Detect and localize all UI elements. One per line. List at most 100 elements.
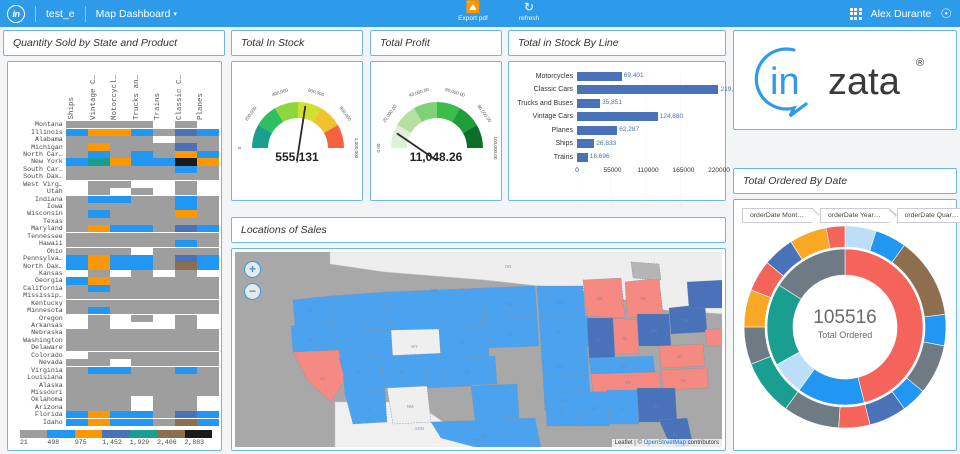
heatmap-cell[interactable]	[131, 128, 154, 136]
heatmap-cell[interactable]	[175, 366, 198, 374]
heatmap-cell[interactable]	[175, 217, 198, 225]
heatmap-cell[interactable]	[87, 307, 110, 315]
heatmap-cell[interactable]	[153, 210, 176, 218]
heatmap-cell[interactable]	[197, 403, 219, 411]
heatmap-cell[interactable]	[131, 403, 154, 411]
heatmap-cell[interactable]	[175, 299, 198, 307]
heatmap-row[interactable]: Georgia	[10, 277, 219, 285]
heatmap-cell[interactable]	[153, 344, 176, 352]
heatmap-cell[interactable]	[87, 321, 110, 330]
heatmap-row[interactable]: South Dak…	[10, 173, 219, 181]
heatmap-cell[interactable]	[109, 336, 132, 344]
heatmap-cell[interactable]	[197, 321, 219, 330]
heatmap-cell[interactable]	[175, 202, 198, 211]
total-profit-panel[interactable]: 0.00 20,000.00 40,000.00 60,000.00 80,000.00…	[370, 61, 502, 201]
heatmap-cell[interactable]	[65, 210, 88, 218]
heatmap-cell[interactable]	[175, 195, 198, 203]
stock-by-line-panel[interactable]: Motorcycles 69,401 Classic Cars 219,183 Truc…	[508, 61, 744, 201]
heatmap-row[interactable]: Pennsylva…	[10, 255, 219, 263]
heatmap-cell[interactable]	[131, 366, 154, 374]
heatmap-cell[interactable]	[131, 180, 154, 188]
heatmap-cell[interactable]	[65, 128, 88, 136]
heatmap-cell[interactable]	[65, 366, 88, 374]
heatmap-cell[interactable]	[65, 381, 88, 389]
heatmap-cell[interactable]	[65, 299, 88, 307]
heatmap-cell[interactable]	[87, 403, 110, 411]
heatmap-cell[interactable]	[153, 366, 176, 374]
heatmap-cell[interactable]	[153, 262, 176, 270]
heatmap-cell[interactable]	[153, 136, 176, 144]
heatmap-cell[interactable]	[131, 329, 154, 337]
heatmap-cell[interactable]	[175, 262, 198, 270]
heatmap-cell[interactable]	[65, 269, 88, 278]
heatmap-cell[interactable]	[175, 136, 198, 144]
inzata-logo-icon[interactable]: in	[7, 4, 25, 23]
bar-fill[interactable]	[577, 125, 618, 135]
heatmap-cell[interactable]	[87, 374, 110, 382]
heatmap-cell[interactable]	[65, 217, 88, 225]
heatmap-cell[interactable]	[65, 396, 88, 404]
heatmap-row[interactable]: Illinois	[10, 128, 219, 136]
heatmap-cell[interactable]	[131, 262, 154, 270]
heatmap-cell[interactable]	[131, 136, 154, 144]
donut-outer-segment[interactable]	[838, 404, 871, 429]
heatmap-cell[interactable]	[175, 411, 198, 419]
heatmap-cell[interactable]	[131, 299, 154, 307]
heatmap-cell[interactable]	[197, 262, 219, 270]
heatmap-row[interactable]: Minnesota	[10, 307, 219, 315]
heatmap-cell[interactable]	[109, 344, 132, 352]
heatmap-cell[interactable]	[153, 359, 176, 367]
heatmap-cell[interactable]	[109, 418, 132, 426]
heatmap-cell[interactable]	[65, 255, 88, 263]
heatmap-cell[interactable]	[87, 299, 110, 307]
heatmap-cell[interactable]	[153, 143, 176, 151]
heatmap-cell[interactable]	[175, 225, 198, 233]
date-breadcrumb-chip[interactable]: orderDate Mont…	[742, 208, 821, 223]
bar-fill[interactable]	[577, 139, 595, 148]
heatmap-cell[interactable]	[87, 269, 110, 278]
zoom-in-button[interactable]: +	[244, 261, 261, 278]
heatmap-cell[interactable]	[197, 232, 219, 240]
heatmap-cell[interactable]	[153, 255, 176, 263]
heatmap-cell[interactable]	[197, 128, 219, 136]
heatmap-cell[interactable]	[153, 374, 176, 382]
bar-fill[interactable]	[577, 71, 622, 81]
heatmap-cell[interactable]	[109, 121, 132, 129]
heatmap-row[interactable]: Alaska	[10, 381, 219, 389]
heatmap-cell[interactable]	[87, 255, 110, 263]
heatmap-cell[interactable]	[131, 188, 154, 196]
heatmap-cell[interactable]	[87, 277, 110, 285]
heatmap-cell[interactable]	[109, 232, 132, 240]
heatmap-cell[interactable]	[175, 307, 198, 315]
heatmap-cell[interactable]	[131, 396, 154, 404]
heatmap-cell[interactable]	[153, 165, 176, 173]
heatmap-row[interactable]: Alabama	[10, 136, 219, 144]
heatmap-cell[interactable]	[109, 351, 132, 359]
heatmap-cell[interactable]	[197, 359, 219, 367]
heatmap-cell[interactable]	[131, 418, 154, 426]
heatmap-row[interactable]: Tennessee	[10, 232, 219, 240]
heatmap-cell[interactable]	[109, 299, 132, 307]
heatmap-row[interactable]: Washington	[10, 336, 219, 344]
heatmap-row[interactable]: Montana	[10, 121, 219, 129]
heatmap-cell[interactable]	[131, 292, 154, 300]
heatmap-row[interactable]: Iowa	[10, 202, 219, 211]
heatmap-cell[interactable]	[153, 351, 176, 359]
heatmap-cell[interactable]	[87, 173, 110, 181]
heatmap-cell[interactable]	[109, 403, 132, 411]
heatmap-cell[interactable]	[197, 292, 219, 300]
heatmap-cell[interactable]	[131, 210, 154, 218]
heatmap-cell[interactable]	[131, 284, 154, 292]
heatmap-cell[interactable]	[87, 418, 110, 426]
heatmap-row[interactable]: California	[10, 284, 219, 292]
heatmap-cell[interactable]	[175, 381, 198, 389]
heatmap-cell[interactable]	[109, 292, 132, 300]
zoom-out-button[interactable]: −	[244, 283, 261, 300]
heatmap-cell[interactable]	[153, 128, 176, 136]
heatmap-cell[interactable]	[109, 240, 132, 248]
heatmap-cell[interactable]	[153, 299, 176, 307]
heatmap-row[interactable]: Ohio	[10, 247, 219, 255]
heatmap-cell[interactable]	[87, 396, 110, 404]
heatmap-cell[interactable]	[109, 366, 132, 374]
heatmap-row[interactable]: Oregon	[10, 314, 219, 322]
